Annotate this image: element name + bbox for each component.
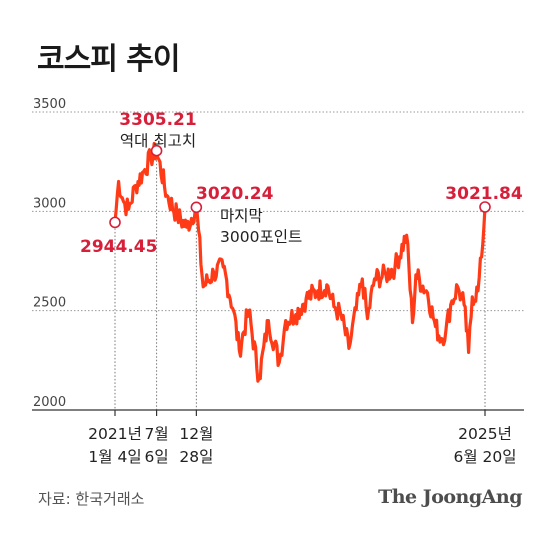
y-tick-label: 2000: [33, 395, 66, 410]
highlight-point: [150, 144, 163, 157]
kospi-line: [113, 141, 487, 383]
highlight-point: [479, 201, 491, 213]
annotation-note: 3000포인트: [220, 228, 302, 246]
x-tick-label: 28일: [179, 448, 213, 466]
x-tick-label: 1월 4일: [88, 448, 141, 466]
x-tick-label: 7월: [145, 425, 169, 443]
value-label: 3021.84: [445, 184, 523, 204]
x-tick-label: 6일: [145, 448, 169, 466]
highlight-point: [109, 216, 121, 229]
x-tick-label: 2025년: [458, 425, 512, 443]
annotation-note: 마지막: [220, 207, 263, 225]
date-guide-lines: [114, 156, 486, 410]
highlight-point: [190, 201, 203, 214]
value-label: 3020.24: [196, 184, 274, 204]
kospi-series: [113, 141, 487, 383]
annotations: 2944.45 3305.21 역대 최고치 3020.24 마지막 3000포인트 302…: [80, 110, 523, 257]
y-tick-label: 2500: [33, 296, 66, 311]
value-label: 2944.45: [80, 237, 157, 257]
x-tick-label: 6월 20일: [453, 448, 516, 466]
value-label: 3305.21: [119, 110, 196, 130]
annotation-note: 역대 최고치: [120, 132, 196, 150]
y-axis-ticks: 3500 3000 2500 2000: [33, 97, 66, 410]
source-note: 자료: 한국거래소: [38, 490, 145, 508]
brand-logo: The JoongAng: [378, 486, 522, 508]
gridlines: [32, 111, 524, 312]
chart-title: 코스피 추이: [37, 42, 180, 77]
x-tick-label: 12월: [179, 425, 213, 443]
y-tick-label: 3000: [33, 196, 66, 211]
y-tick-label: 3500: [33, 97, 66, 112]
x-tick-label: 2021년: [88, 425, 142, 443]
